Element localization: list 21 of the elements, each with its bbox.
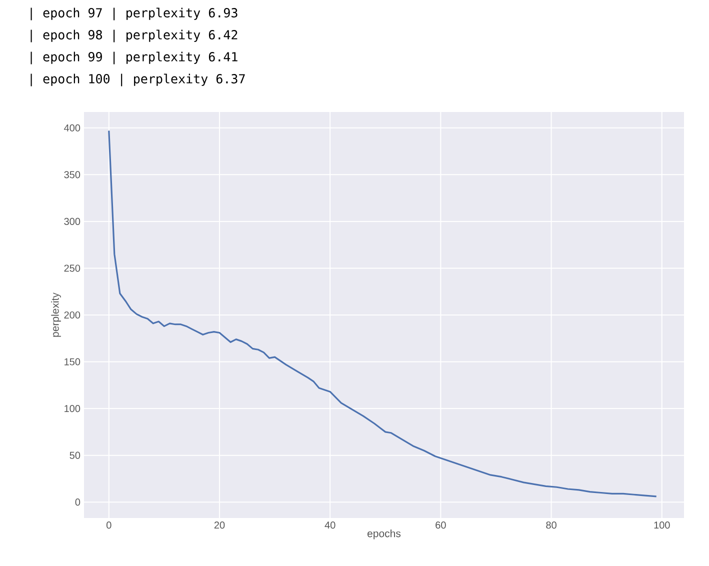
text: | epoch 100 | perplexity 6.37 <box>30 74 245 86</box>
x-tick-label: 100 <box>654 522 670 529</box>
text: | epoch 98 | perplexity 6.42 <box>30 30 238 42</box>
y-tick-label: 400 <box>64 124 80 132</box>
y-tick-label: 200 <box>64 311 80 319</box>
x-axis-title: epochs <box>368 529 401 540</box>
x-tick-label: 60 <box>436 522 446 529</box>
y-tick-label: 100 <box>64 405 80 412</box>
x-tick-label: 0 <box>106 522 112 529</box>
y-tick-label: 350 <box>64 171 80 178</box>
y-tick-label: 300 <box>64 218 80 225</box>
y-tick-label: 150 <box>64 358 80 366</box>
y-tick-label: 0 <box>75 498 80 506</box>
text: | epoch 99 | perplexity 6.41 <box>30 52 238 64</box>
y-tick-label: 50 <box>70 452 80 459</box>
x-tick-label: 80 <box>546 522 556 529</box>
y-axis-title: perplexity <box>51 292 61 337</box>
x-tick-label: 20 <box>214 522 225 529</box>
text: | epoch 97 | perplexity 6.93 <box>30 8 238 20</box>
x-tick-label: 40 <box>324 522 336 529</box>
y-tick-label: 250 <box>64 264 80 272</box>
